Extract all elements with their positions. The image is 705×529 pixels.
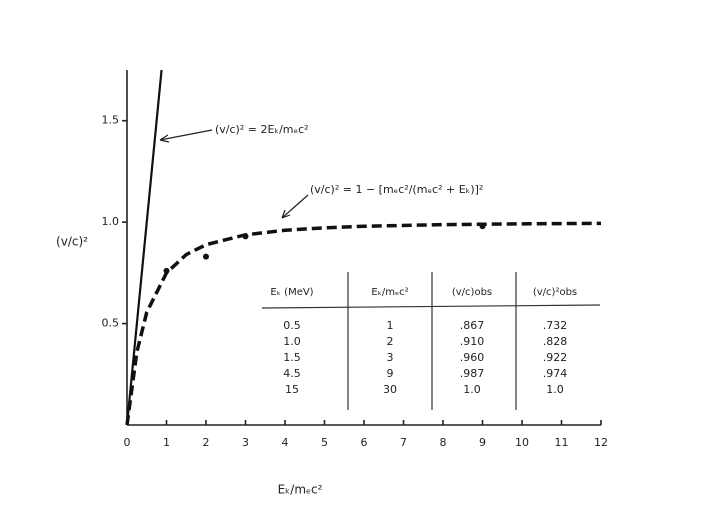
y-tick-label: 1.5	[102, 114, 120, 127]
relativistic-curve	[125, 221, 602, 426]
x-tick-label: 8	[440, 436, 447, 449]
data-point	[163, 267, 170, 274]
y-tick-label: 1.0	[102, 215, 120, 228]
table-cell: .828	[543, 335, 568, 348]
table-cell: .922	[543, 351, 568, 364]
table-cell: 1.0	[283, 335, 301, 348]
table-cell: 2	[387, 335, 394, 348]
table-cell: 30	[383, 383, 397, 396]
table-cell: .732	[543, 319, 568, 332]
x-tick-label: 9	[479, 436, 486, 449]
x-tick-label: 12	[594, 436, 608, 449]
y-axis-label: (v/c)²	[56, 235, 88, 249]
table-cell: .910	[460, 335, 485, 348]
table-cell: .974	[543, 367, 568, 380]
table-cell: 1.5	[283, 351, 301, 364]
x-tick-label: 1	[163, 436, 170, 449]
x-tick-label: 3	[242, 436, 249, 449]
table-cell: 1.0	[546, 383, 564, 396]
x-tick-label: 4	[282, 436, 289, 449]
arrow	[281, 194, 309, 219]
arrow	[159, 129, 213, 143]
table-header: (v/c)²obs	[533, 287, 577, 298]
x-tick-label: 10	[515, 436, 529, 449]
table-cell: 1	[387, 319, 394, 332]
x-tick-label: 11	[555, 436, 569, 449]
data-point	[203, 253, 209, 260]
table-rule	[261, 304, 601, 309]
table-cell: 9	[387, 367, 394, 380]
table-cell: 15	[285, 383, 299, 396]
table-cell: 3	[387, 351, 394, 364]
table-cell: 1.0	[463, 383, 481, 396]
data-point	[242, 233, 249, 240]
table-header: Eₖ/mₑc²	[371, 287, 408, 298]
y-tick-label: 0.5	[102, 317, 120, 330]
x-axis-label: Eₖ/mₑc²	[278, 483, 323, 497]
table-header: Eₖ (MeV)	[270, 287, 313, 298]
annotation: (v/c)² = 2Eₖ/mₑc²	[215, 123, 309, 136]
data-point	[479, 223, 486, 230]
annotation: (v/c)² = 1 − [mₑc²/(mₑc² + Eₖ)]²	[310, 183, 483, 196]
x-tick-label: 5	[321, 436, 328, 449]
x-tick-label: 6	[361, 436, 368, 449]
table-cell: .867	[460, 319, 485, 332]
table-header: (v/c)obs	[452, 287, 492, 298]
table-cell: .960	[460, 351, 485, 364]
x-tick-label: 2	[203, 436, 210, 449]
x-tick-label: 7	[400, 436, 407, 449]
inset-table	[261, 272, 601, 410]
x-tick-label: 0	[124, 436, 131, 449]
classical-line	[125, 69, 163, 426]
table-cell: 0.5	[283, 319, 301, 332]
table-cell: .987	[460, 367, 485, 380]
table-cell: 4.5	[283, 367, 301, 380]
